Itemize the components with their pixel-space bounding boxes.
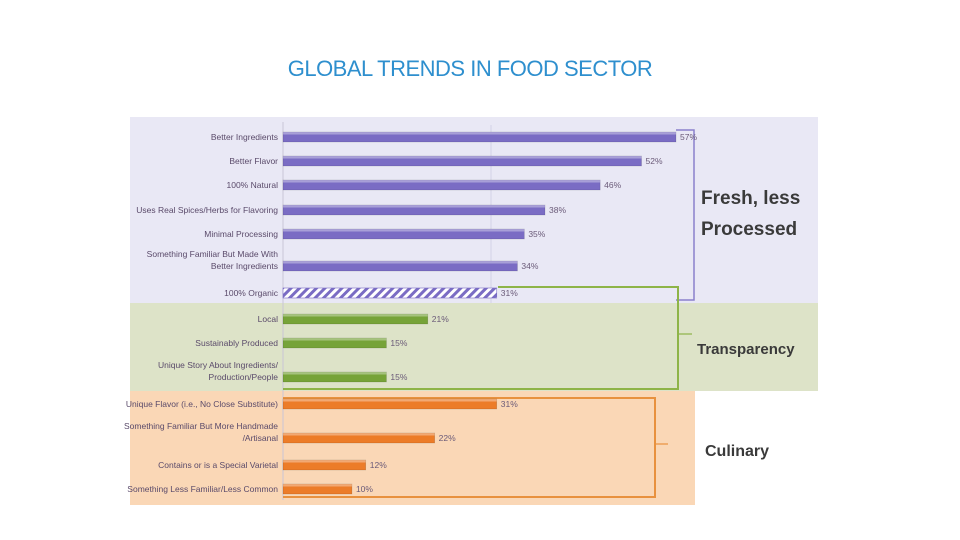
bar-highlight: [283, 460, 366, 463]
value-label: 15%: [390, 372, 407, 382]
category-label: Unique Flavor (i.e., No Close Substitute…: [126, 399, 278, 409]
bar-highlight: [283, 338, 387, 341]
value-label: 12%: [370, 460, 387, 470]
bar: [282, 432, 435, 444]
category-label: /Artisanal: [243, 433, 279, 443]
bar-highlight: [283, 132, 676, 135]
bar: [282, 131, 677, 143]
value-label: 34%: [521, 261, 538, 271]
category-label: Production/People: [209, 372, 279, 382]
category-label: Local: [258, 314, 278, 324]
bar-highlight: [283, 180, 601, 183]
bar: [282, 483, 353, 495]
slide-title: GLOBAL TRENDS IN FOOD SECTOR: [287, 56, 653, 81]
category-label: Contains or is a Special Varietal: [158, 460, 278, 470]
value-label: 31%: [501, 288, 518, 298]
culinary-group-label: Culinary: [705, 443, 769, 460]
bar: [282, 337, 387, 349]
category-label: Better Ingredients: [211, 261, 278, 271]
bar: [282, 371, 387, 383]
bar-highlight: [283, 433, 435, 436]
bar: [282, 459, 367, 471]
bar: [282, 398, 498, 410]
value-label: 22%: [439, 433, 456, 443]
category-label: Unique Story About Ingredients/: [158, 360, 279, 370]
category-label: Something Less Familiar/Less Common: [127, 484, 278, 494]
fresh-group-label: Fresh, less: [701, 188, 800, 209]
bar: [282, 313, 429, 325]
value-label: 10%: [356, 484, 373, 494]
value-label: 21%: [432, 314, 449, 324]
category-label: Better Ingredients: [211, 132, 278, 142]
culinary-background-panel: [130, 391, 695, 505]
bar-highlight: [283, 314, 428, 317]
bar-highlight: [283, 261, 518, 264]
value-label: 46%: [604, 180, 621, 190]
value-label: 57%: [680, 132, 697, 142]
transparency-bracket: [283, 286, 679, 390]
bar-highlight: [283, 205, 545, 208]
transparency-background-panel: [130, 303, 818, 391]
value-label: 15%: [390, 338, 407, 348]
category-label: Something Familiar But More Handmade: [124, 421, 278, 431]
bar-highlight: [283, 399, 497, 402]
bar: [282, 204, 546, 216]
bar-highlight: [283, 484, 352, 487]
category-label: 100% Natural: [226, 180, 278, 190]
category-label: Minimal Processing: [204, 229, 278, 239]
category-label: Sustainably Produced: [195, 338, 278, 348]
fresh-bracket: [676, 129, 695, 301]
value-label: 35%: [528, 229, 545, 239]
bar-highlight: [283, 229, 525, 232]
value-label: 31%: [501, 399, 518, 409]
bar: [282, 287, 498, 299]
category-label: 100% Organic: [224, 288, 279, 298]
culinary-bracket: [283, 397, 656, 498]
value-label: 38%: [549, 205, 566, 215]
bar: [282, 179, 601, 191]
culinary-label-area: [695, 391, 818, 505]
bar: [282, 260, 518, 272]
bar: [282, 228, 525, 240]
category-label: Better Flavor: [229, 156, 278, 166]
transparency-group-label: Transparency: [697, 341, 795, 358]
category-label: Uses Real Spices/Herbs for Flavoring: [136, 205, 278, 215]
value-label: 52%: [646, 156, 663, 166]
bar-highlight: [283, 156, 642, 159]
category-label: Something Familiar But Made With: [147, 249, 279, 259]
bar: [282, 155, 642, 167]
bar-highlight: [283, 372, 387, 375]
fresh-group-label: Processed: [701, 219, 797, 240]
